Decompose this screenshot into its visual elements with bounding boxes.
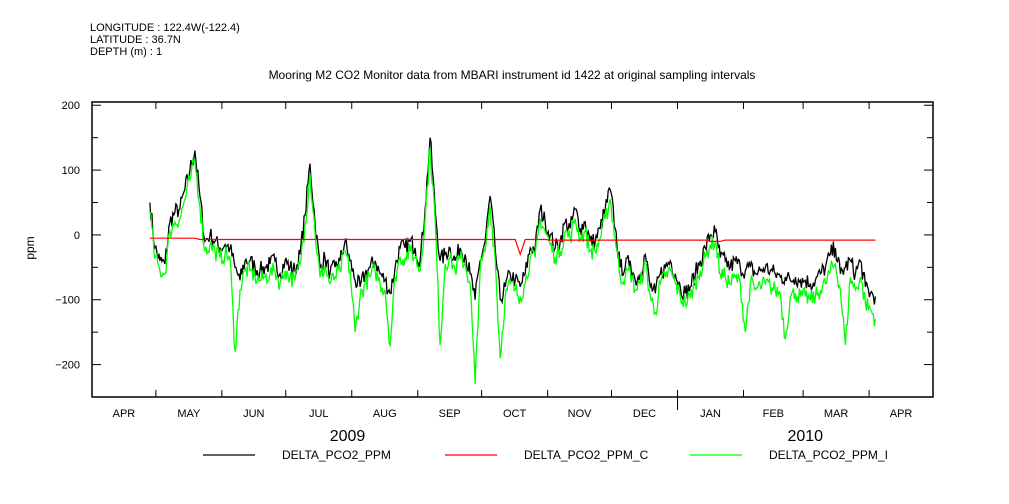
y-axis-label: ppm [23,236,37,259]
chart-title: Mooring M2 CO2 Monitor data from MBARI i… [268,68,756,82]
depth-label: DEPTH (m) : 1 [90,46,163,58]
y-tick-label: −100 [55,295,80,307]
series-line-delta-pco2-ppm-i [149,147,877,385]
legend-label: DELTA_PCO2_PPM_C [524,448,649,462]
legend-label: DELTA_PCO2_PPM [282,448,391,462]
x-tick-label: JUN [243,408,264,420]
y-tick-label: −200 [55,360,80,372]
series-line-delta-pco2-ppm [149,137,877,305]
x-tick-label: DEC [633,408,656,420]
y-tick-label: 200 [62,100,80,112]
legend-label: DELTA_PCO2_PPM_I [769,448,888,462]
series-line-delta-pco2-ppm-c [149,237,876,257]
x-tick-label: MAR [824,408,849,420]
y-tick-label: 100 [62,165,80,177]
x-tick-label: MAY [177,408,201,420]
x-tick-label: APR [890,408,913,420]
latitude-label: LATITUDE : 36.7N [90,34,181,46]
y-tick-label: 0 [74,230,80,242]
x-tick-label: JAN [700,408,721,420]
x-tick-label: SEP [439,408,461,420]
year-label: 2009 [330,428,366,445]
year-label: 2010 [787,428,823,445]
x-tick-label: JUL [309,408,329,420]
plot-frame [91,101,934,398]
x-tick-label: AUG [373,408,397,420]
x-tick-label: NOV [568,408,593,420]
longitude-label: LONGITUDE : 122.4W(-122.4) [90,22,240,34]
x-tick-label: APR [113,408,136,420]
x-tick-label: FEB [763,408,784,420]
x-tick-label: OCT [503,408,527,420]
